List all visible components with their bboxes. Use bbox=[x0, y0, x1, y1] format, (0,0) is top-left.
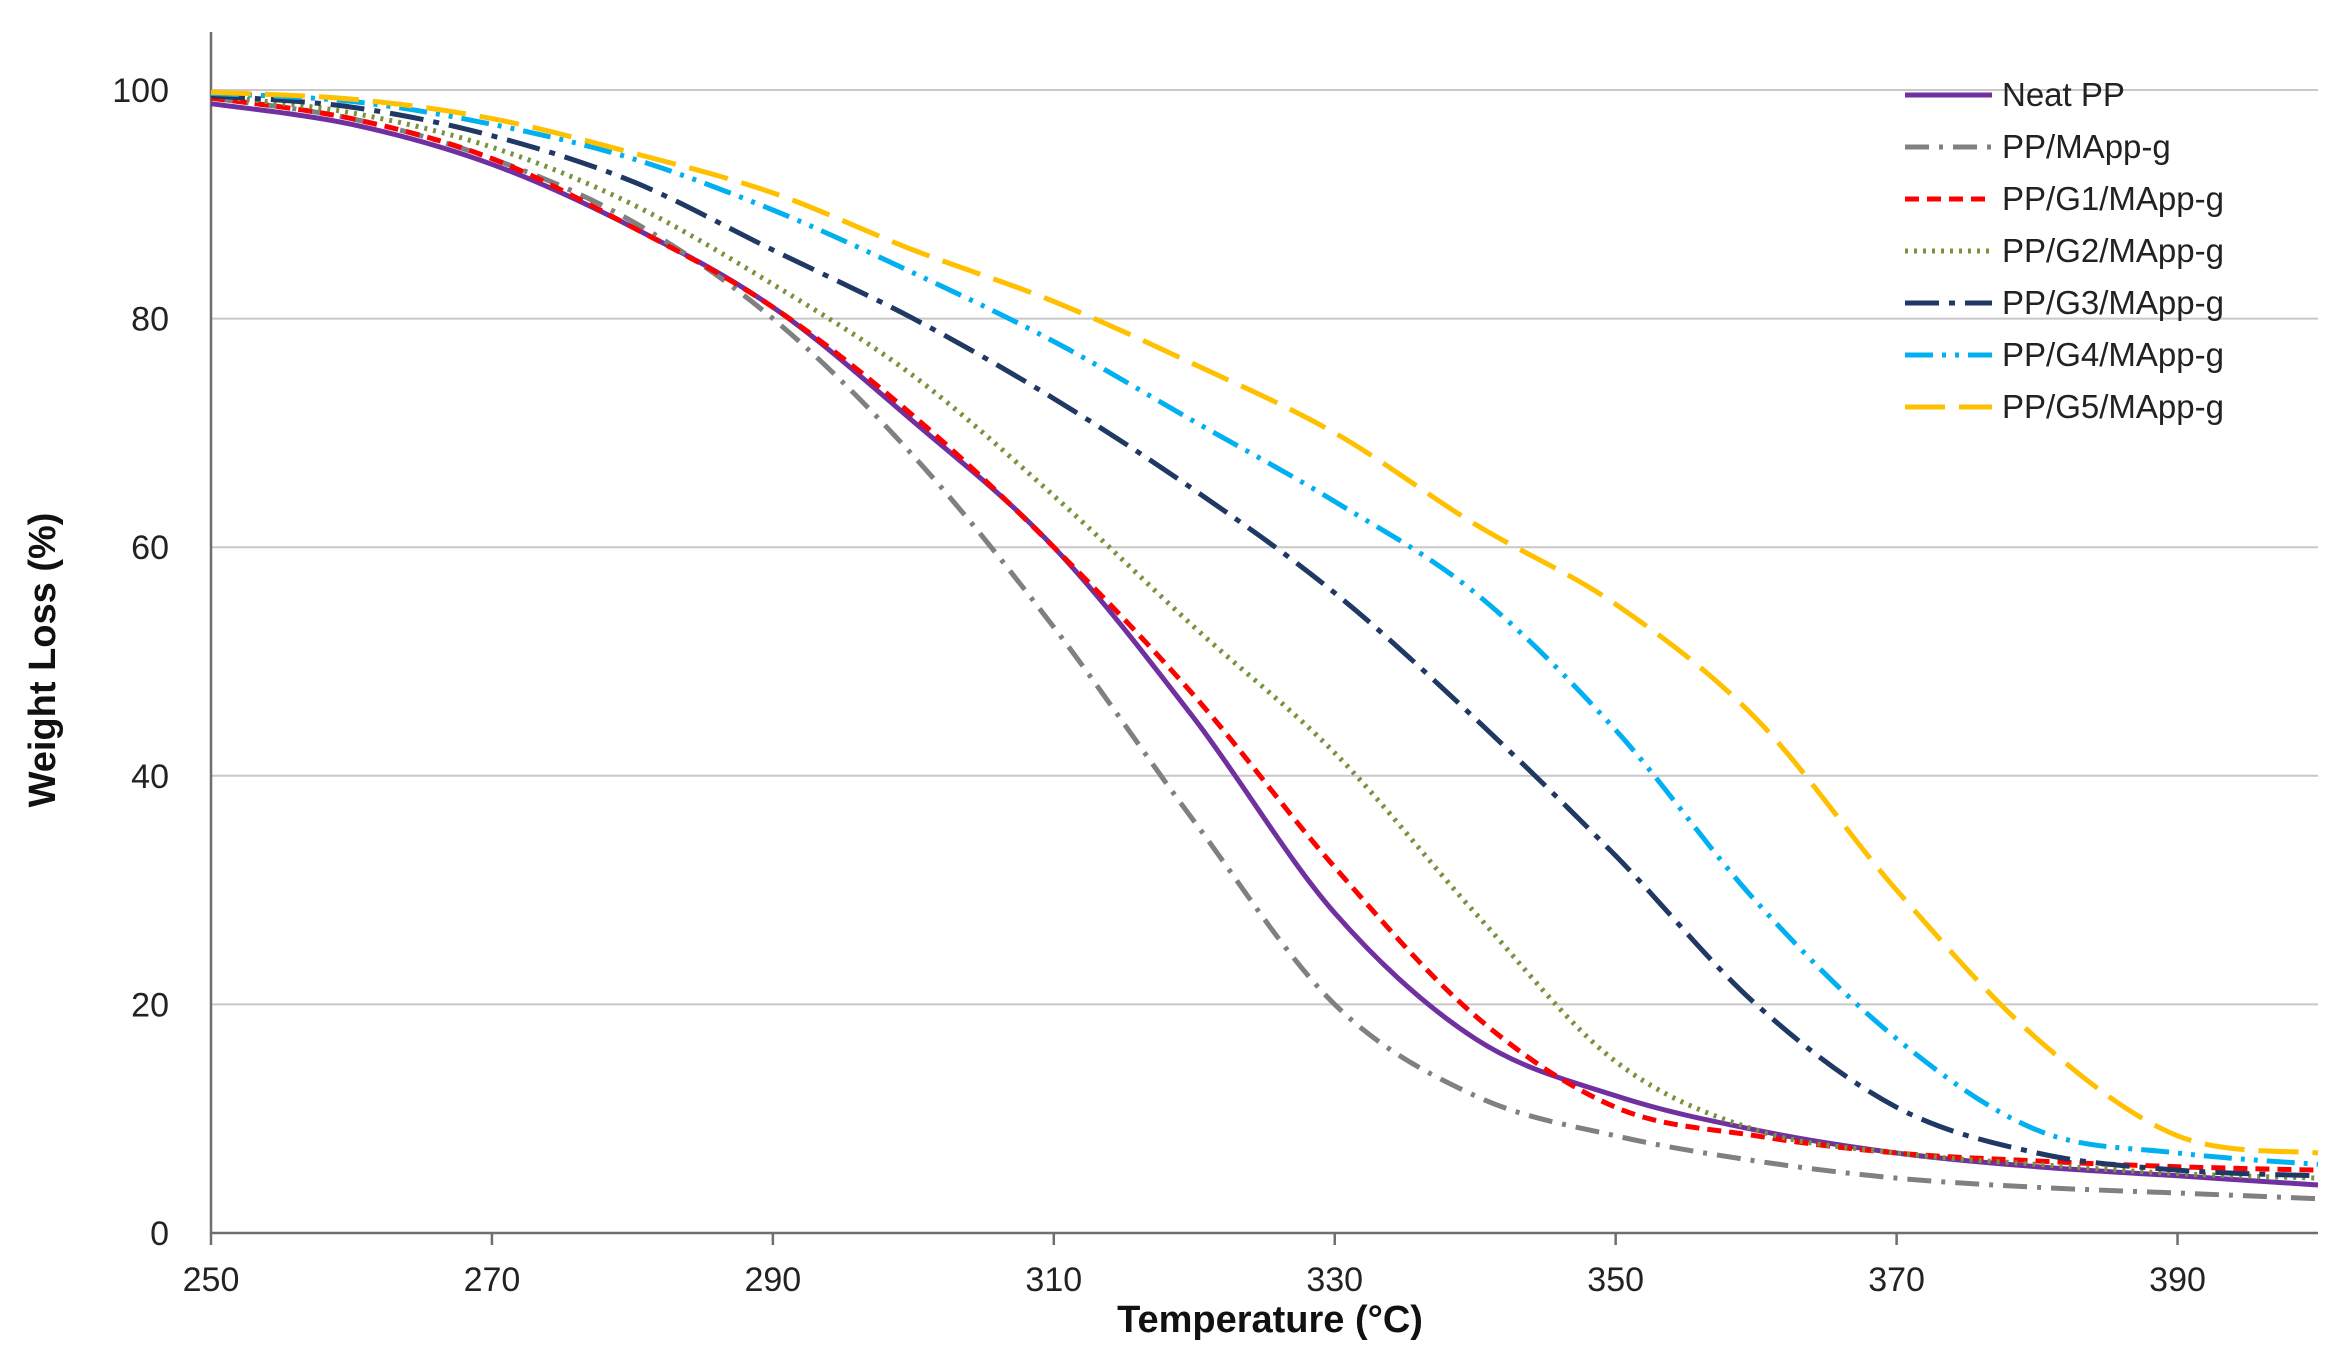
legend-label-pp-g5-mapp-g: PP/G5/MApp-g bbox=[2002, 388, 2224, 425]
y-axis-title: Weight Loss (%) bbox=[22, 513, 64, 808]
series-line-pp-g1-mapp-g bbox=[210, 95, 2319, 1173]
y-tick-label: 40 bbox=[131, 758, 169, 796]
legend-label-pp-mapp-g: PP/MApp-g bbox=[2002, 128, 2171, 165]
legend: Neat PP PP/MApp-g PP/G1/MApp-g PP/G2/MApp-g… bbox=[1905, 76, 2224, 425]
legend-label-pp-g4-mapp-g: PP/G4/MApp-g bbox=[2002, 336, 2224, 373]
x-tick-label: 250 bbox=[183, 1261, 240, 1299]
x-tick-labels: 250 270 290 310 330 350 370 390 bbox=[183, 1233, 2206, 1299]
x-tick-label: 290 bbox=[744, 1261, 801, 1299]
gridlines bbox=[211, 89, 2318, 1006]
x-axis-title: Temperature (°C) bbox=[1117, 1299, 1423, 1341]
legend-label-neat-pp: Neat PP bbox=[2002, 76, 2125, 113]
series-line-pp-g3-mapp-g bbox=[210, 93, 2319, 1179]
x-tick-label: 270 bbox=[464, 1261, 521, 1299]
y-tick-label: 100 bbox=[112, 72, 169, 110]
x-tick-label: 330 bbox=[1306, 1261, 1363, 1299]
series-line-pp-g5-mapp-g bbox=[210, 89, 2319, 1156]
y-tick-label: 20 bbox=[131, 986, 169, 1024]
x-tick-label: 390 bbox=[2149, 1261, 2206, 1299]
x-tick-label: 350 bbox=[1587, 1261, 1644, 1299]
legend-label-pp-g2-mapp-g: PP/G2/MApp-g bbox=[2002, 232, 2224, 269]
y-tick-label: 0 bbox=[150, 1215, 169, 1253]
y-tick-label: 60 bbox=[131, 529, 169, 567]
axes bbox=[209, 32, 2318, 1235]
legend-label-pp-g3-mapp-g: PP/G3/MApp-g bbox=[2002, 284, 2224, 321]
x-tick-label: 370 bbox=[1868, 1261, 1925, 1299]
x-tick-label: 310 bbox=[1025, 1261, 1082, 1299]
series-lines bbox=[210, 89, 2319, 1202]
y-tick-labels: 0 20 40 60 80 100 bbox=[112, 72, 169, 1253]
series-line-pp-g4-mapp-g bbox=[210, 90, 2319, 1167]
y-tick-label: 80 bbox=[131, 301, 169, 339]
series-line-pp-mapp-g bbox=[210, 95, 2319, 1202]
legend-label-pp-g1-mapp-g: PP/G1/MApp-g bbox=[2002, 180, 2224, 217]
